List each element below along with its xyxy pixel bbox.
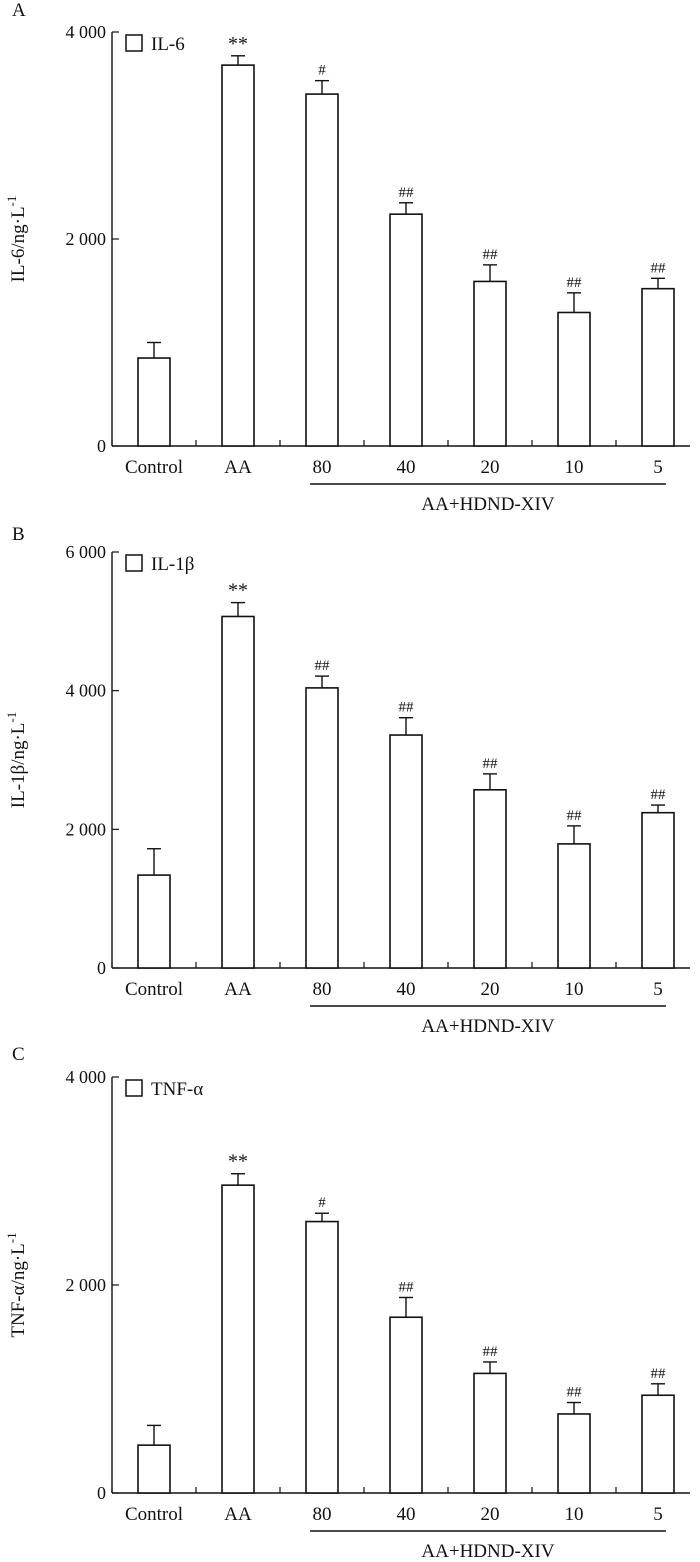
panel-label: A: [12, 0, 26, 21]
significance-mark-2: #: [318, 63, 326, 79]
panel-il1b: B 0 2 000 4 000 6 000 IL-1β/ng·L-1 IL-1β Contro…: [4, 524, 690, 1037]
significance-mark-5: ##: [567, 275, 583, 291]
significance-mark-1: **: [228, 33, 248, 55]
x-tick-label-3: 40: [397, 979, 416, 1000]
bar-3: [389, 213, 423, 447]
x-tick-label-5: 10: [565, 457, 584, 478]
bar-5: [557, 1413, 591, 1494]
bar-4: [473, 1372, 507, 1494]
x-tick-label-2: 80: [313, 457, 332, 478]
x-tick-label-4: 20: [481, 1504, 500, 1525]
bar-2: [305, 687, 339, 969]
y-tick-label: 4 000: [66, 1067, 107, 1087]
bar-6: [641, 1394, 675, 1494]
x-tick-label-1: AA: [224, 979, 252, 1000]
x-tick-label-1: AA: [224, 457, 252, 478]
y-tick-label: 0: [97, 436, 106, 456]
legend-swatch: [125, 1079, 143, 1097]
significance-mark-6: ##: [651, 1366, 667, 1382]
legend-swatch: [125, 554, 143, 572]
significance-mark-1: **: [228, 580, 248, 602]
y-tick-label: 0: [97, 958, 106, 978]
y-axis-title: IL-6/ng·L-1: [4, 196, 29, 283]
y-axis-title-text: IL-6/ng·L: [8, 206, 29, 282]
bar-6: [641, 811, 675, 969]
y-axis-title-text: IL-1β/ng·L: [8, 723, 29, 809]
x-tick-label-2: 80: [313, 979, 332, 1000]
bar-2: [305, 1220, 339, 1494]
x-tick-label-6: 5: [653, 979, 663, 1000]
x-tick-label-3: 40: [397, 1504, 416, 1525]
legend-label: TNF-α: [151, 1079, 203, 1100]
y-axis-title-superscript: -1: [4, 1232, 19, 1243]
bar-1: [221, 1184, 255, 1494]
bar-5: [557, 843, 591, 969]
x-tick-label-4: 20: [481, 979, 500, 1000]
x-tick-label-6: 5: [653, 457, 663, 478]
panel-tnfa: C 0 2 000 4 000 TNF-α/ng·L-1 TNF-α Control ** AA…: [4, 1044, 690, 1562]
y-tick-label: 6 000: [66, 542, 107, 562]
bar-0: [137, 1444, 171, 1494]
x-tick-label-5: 10: [565, 1504, 584, 1525]
y-axis-title-superscript: -1: [4, 712, 19, 723]
y-axis-title: TNF-α/ng·L-1: [4, 1232, 29, 1337]
significance-mark-2: ##: [315, 658, 331, 674]
group-label: AA+HDND-XIV: [421, 1016, 554, 1037]
x-tick-label-4: 20: [481, 457, 500, 478]
group-label: AA+HDND-XIV: [421, 494, 554, 515]
significance-mark-5: ##: [567, 808, 583, 824]
x-tick-label-0: Control: [125, 1504, 183, 1525]
x-tick-label-2: 80: [313, 1504, 332, 1525]
y-tick-label: 2 000: [66, 819, 107, 839]
bar-6: [641, 287, 675, 447]
x-tick-label-6: 5: [653, 1504, 663, 1525]
bar-3: [389, 734, 423, 969]
bar-4: [473, 280, 507, 447]
y-tick-label: 2 000: [66, 229, 107, 249]
y-tick-label: 4 000: [66, 22, 107, 42]
x-tick-label-3: 40: [397, 457, 416, 478]
legend-swatch: [125, 34, 143, 52]
y-tick-label: 4 000: [66, 681, 107, 701]
panel-label: C: [12, 1044, 25, 1065]
y-tick-label: 2 000: [66, 1275, 107, 1295]
significance-mark-4: ##: [483, 756, 499, 772]
bar-0: [137, 874, 171, 969]
y-axis-title-text: TNF-α/ng·L: [8, 1243, 29, 1337]
significance-mark-3: ##: [399, 1279, 415, 1295]
significance-mark-3: ##: [399, 700, 415, 716]
x-tick-label-0: Control: [125, 457, 183, 478]
y-axis-title: IL-1β/ng·L-1: [4, 712, 29, 808]
panel-label: B: [12, 524, 25, 545]
significance-mark-6: ##: [651, 260, 667, 276]
significance-mark-6: ##: [651, 787, 667, 803]
bar-2: [305, 93, 339, 447]
group-label: AA+HDND-XIV: [421, 1541, 554, 1562]
significance-mark-3: ##: [399, 185, 415, 201]
legend-label: IL-6: [151, 34, 185, 55]
panel-il6: A 0 2 000 4 000 IL-6/ng·L-1 IL-6 Control ** AA #8…: [4, 0, 690, 515]
bar-4: [473, 789, 507, 969]
significance-mark-4: ##: [483, 1344, 499, 1360]
significance-mark-1: **: [228, 1151, 248, 1173]
legend-label: IL-1β: [151, 554, 194, 575]
bar-5: [557, 311, 591, 447]
y-tick-label: 0: [97, 1483, 106, 1503]
bar-1: [221, 615, 255, 969]
bar-0: [137, 357, 171, 447]
x-tick-label-0: Control: [125, 979, 183, 1000]
y-axis-title-superscript: -1: [4, 196, 19, 207]
significance-mark-4: ##: [483, 247, 499, 263]
bar-3: [389, 1316, 423, 1494]
significance-mark-2: #: [318, 1195, 326, 1211]
significance-mark-5: ##: [567, 1385, 583, 1401]
x-tick-label-5: 10: [565, 979, 584, 1000]
bar-1: [221, 64, 255, 447]
x-tick-label-1: AA: [224, 1504, 252, 1525]
